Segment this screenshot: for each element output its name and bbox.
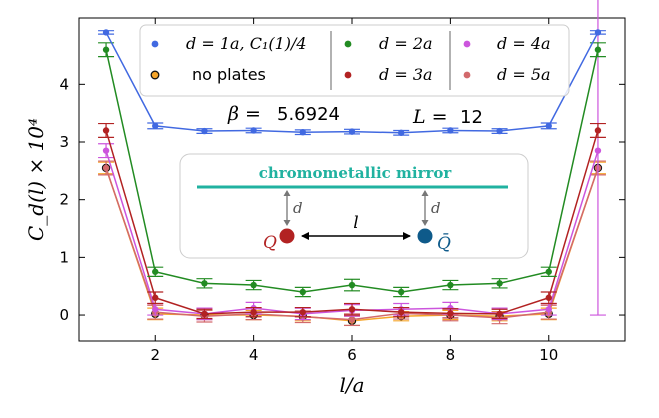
- y-tick-label: 2: [59, 191, 69, 209]
- x-tick-label: 10: [539, 346, 558, 364]
- data-point: [152, 306, 158, 312]
- x-tick-label: 6: [347, 346, 357, 364]
- d-label-left: d: [293, 199, 303, 217]
- y-tick-label: 1: [59, 248, 69, 266]
- x-axis-label: l/a: [339, 373, 364, 397]
- data-point: [201, 311, 207, 317]
- data-point: [546, 295, 552, 301]
- data-point: [103, 29, 109, 35]
- data-point: [152, 295, 158, 301]
- data-point: [103, 127, 109, 133]
- separation-label: l: [353, 213, 358, 233]
- legend-marker: [152, 41, 159, 48]
- data-point: [595, 29, 601, 35]
- legend-label: no plates: [192, 65, 266, 84]
- data-point: [398, 130, 404, 136]
- d-label-right: d: [431, 199, 441, 217]
- inset-diagram: chromometallic mirror d d l Q Q̄: [180, 154, 528, 258]
- antiquark-dot: [418, 229, 433, 244]
- data-point: [300, 129, 306, 135]
- data-point: [103, 47, 109, 53]
- data-point: [595, 147, 601, 153]
- beta-value: 5.6924: [277, 104, 340, 125]
- data-point: [496, 311, 502, 317]
- data-point: [398, 309, 404, 315]
- legend: d = 1a, C₁(1)/4 no plates d = 2a d = 3a d = …: [140, 25, 569, 96]
- legend-marker: [464, 41, 471, 48]
- x-tick-label: 4: [249, 346, 259, 364]
- data-point: [447, 310, 453, 316]
- data-point: [201, 128, 207, 134]
- data-point: [103, 165, 109, 171]
- x-tick-label: 8: [446, 346, 456, 364]
- data-point: [546, 306, 552, 312]
- legend-label: d = 2a: [379, 34, 433, 53]
- data-point: [447, 127, 453, 133]
- data-point: [546, 123, 552, 129]
- data-point: [152, 123, 158, 129]
- data-point: [447, 282, 453, 288]
- data-point: [349, 306, 355, 312]
- beta-label: β =: [227, 103, 261, 125]
- data-point: [496, 128, 502, 134]
- data-point: [250, 309, 256, 315]
- y-tick-label: 3: [59, 133, 69, 151]
- y-tick-label: 0: [59, 306, 69, 324]
- mirror-label: chromometallic mirror: [259, 164, 453, 182]
- x-tick-label: 2: [150, 346, 160, 364]
- legend-marker: [151, 71, 159, 79]
- data-point: [250, 282, 256, 288]
- data-point: [201, 280, 207, 286]
- data-point: [349, 128, 355, 134]
- data-point: [349, 316, 355, 322]
- data-point: [250, 127, 256, 133]
- data-point: [103, 147, 109, 153]
- quark-label: Q: [263, 233, 277, 253]
- L-label: L =: [412, 106, 448, 128]
- data-point: [546, 269, 552, 275]
- data-point: [595, 127, 601, 133]
- legend-label: d = 5a: [497, 65, 551, 84]
- data-point: [300, 309, 306, 315]
- legend-label: d = 1a, C₁(1)/4: [186, 34, 307, 53]
- data-point: [300, 289, 306, 295]
- legend-marker: [345, 41, 352, 48]
- y-axis-label: C_d(l) × 10⁴: [24, 118, 48, 241]
- y-tick-label: 4: [59, 75, 69, 93]
- legend-marker: [345, 72, 352, 79]
- data-point: [152, 269, 158, 275]
- data-point: [349, 282, 355, 288]
- data-point: [398, 289, 404, 295]
- legend-marker: [464, 72, 471, 79]
- legend-label: d = 3a: [379, 65, 433, 84]
- antiquark-label: Q̄: [437, 232, 451, 254]
- quark-dot: [280, 229, 295, 244]
- legend-label: d = 4a: [497, 34, 551, 53]
- data-point: [496, 280, 502, 286]
- L-value: 12: [460, 107, 483, 128]
- data-point: [595, 47, 601, 53]
